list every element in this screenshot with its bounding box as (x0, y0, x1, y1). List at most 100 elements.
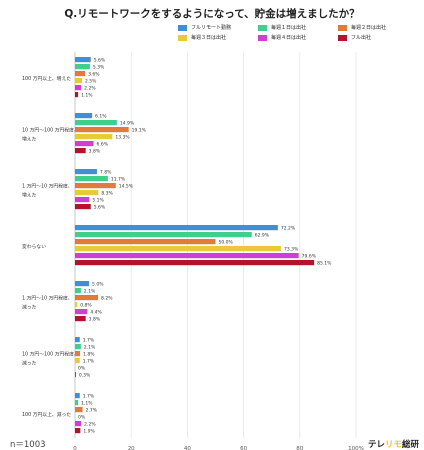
bar (75, 225, 278, 231)
bar (75, 372, 76, 378)
legend-label: 毎週３日は出社 (191, 35, 227, 41)
bar (75, 316, 86, 322)
brand-logo: テレリモ総研 (368, 438, 419, 450)
bar (75, 92, 79, 98)
legend-item: 毎週３日は出社 (178, 34, 258, 41)
bar (75, 358, 80, 364)
bar (75, 302, 78, 308)
bar (75, 281, 90, 287)
legend-item: 毎週４日は出社 (258, 34, 338, 41)
data-label: 5.3% (93, 65, 105, 71)
data-label: 5.0% (92, 282, 104, 288)
data-label: 2.7% (86, 408, 98, 414)
bar (75, 113, 93, 119)
bar (75, 169, 97, 175)
data-label: 6.1% (95, 114, 107, 120)
x-tick-label: 100% (348, 446, 364, 450)
bar (75, 337, 80, 343)
data-label: 7.8% (100, 170, 112, 176)
data-label: 3.8% (89, 317, 101, 323)
bar (75, 246, 281, 252)
data-label: 0.8% (80, 303, 92, 309)
bar (75, 176, 108, 182)
data-label: 19.1% (132, 128, 147, 134)
bar (75, 64, 90, 70)
data-label: 13.3% (115, 135, 130, 141)
bar (75, 393, 80, 399)
x-tick-label: 40 (184, 446, 191, 450)
brand-prefix: テレ (368, 440, 386, 450)
bar (75, 351, 81, 357)
x-tick-label: 0 (73, 446, 77, 450)
bar (75, 288, 81, 294)
category-label: 10 万円〜100 万円程度、 (22, 127, 79, 134)
data-label: 14.5% (119, 184, 134, 190)
data-label: 5.6% (94, 58, 106, 64)
data-label: 62.9% (255, 233, 270, 239)
data-label: 1.1% (81, 401, 93, 407)
data-label: 0.3% (79, 373, 91, 379)
brand-suffix: 総研 (402, 440, 420, 450)
legend-label: 毎週１日は出社 (271, 25, 307, 31)
data-label: 2.1% (84, 289, 96, 295)
bar (75, 428, 81, 434)
data-label: 1.7% (83, 359, 95, 365)
data-label: 1.7% (83, 338, 95, 344)
bar (75, 134, 113, 140)
bar (75, 309, 88, 315)
data-label: 2.2% (84, 422, 96, 428)
data-label: 1.8% (83, 352, 95, 358)
data-label: 72.2% (281, 226, 296, 232)
legend-swatch (338, 24, 347, 31)
legend-item: フルリモート勤務 (178, 24, 258, 31)
legend-label: フルリモート勤務 (191, 25, 232, 31)
bar (75, 78, 83, 84)
data-label: 4.4% (90, 310, 102, 316)
bar (75, 344, 81, 350)
data-label: 11.7% (111, 177, 126, 183)
data-label: 0% (78, 415, 86, 421)
category-label: 100 万円以上、増えた (22, 75, 71, 82)
category-label: 1 万円〜10 万円程度、 (22, 295, 73, 302)
data-label: 14.9% (120, 121, 135, 127)
bar (75, 197, 90, 203)
bar (75, 57, 91, 63)
category-label: 減った (22, 304, 37, 311)
legend-label: フル出社 (351, 35, 372, 41)
data-label: 2.1% (84, 345, 96, 351)
data-label: 5.6% (94, 205, 106, 211)
bar (75, 141, 94, 147)
x-tick-label: 60 (240, 446, 247, 450)
bar (75, 253, 299, 259)
category-label: 増えた (22, 136, 37, 143)
category-label: 100 万円以上、減った (22, 411, 71, 418)
data-label: 5.1% (92, 198, 104, 204)
bar (75, 183, 116, 189)
category-label: 1 万円〜10 万円程度、 (22, 183, 73, 190)
data-label: 2.2% (84, 86, 96, 92)
sample-size-label: n＝1003 (10, 440, 46, 450)
bar (75, 190, 99, 196)
category-label: 変わらない (22, 243, 46, 250)
category-label: 10 万円〜100 万円程度、 (22, 351, 79, 358)
bar (75, 295, 99, 301)
data-label: 0% (78, 366, 86, 372)
legend-swatch (258, 34, 267, 41)
data-label: 79.6% (302, 254, 317, 260)
bar (75, 204, 91, 210)
data-label: 1.7% (83, 394, 95, 400)
data-label: 50.0% (219, 240, 234, 246)
x-tick-label: 80 (296, 446, 303, 450)
bar (75, 400, 79, 406)
data-label: 85.1% (317, 261, 332, 267)
legend-swatch (178, 24, 187, 31)
category-label: 増えた (22, 192, 37, 199)
legend-item: 毎週２日は出社 (338, 24, 418, 31)
bar (75, 421, 82, 427)
chart-title: Q.リモートワークをするようになって、貯金は増えましたか？ (64, 8, 360, 20)
data-label: 1.1% (81, 93, 93, 99)
data-label: 1.9% (83, 429, 95, 435)
data-label: 3.8% (89, 149, 101, 155)
bar (75, 85, 82, 91)
